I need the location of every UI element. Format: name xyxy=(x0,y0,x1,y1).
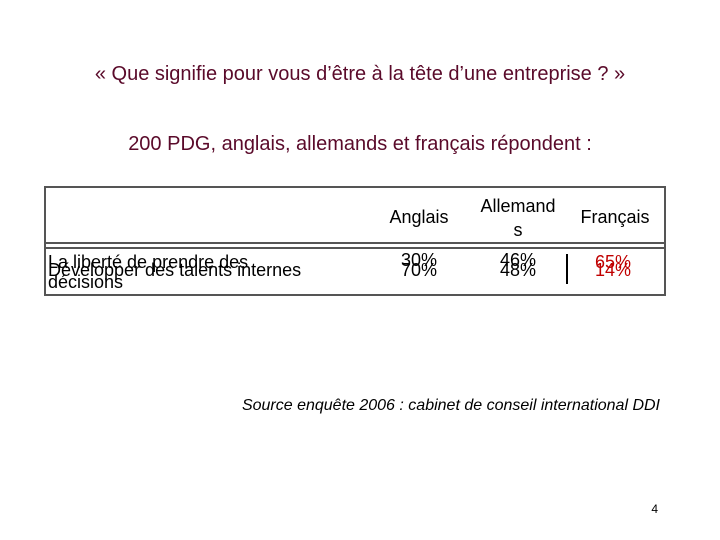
value-francais-talents: 14% xyxy=(594,260,632,280)
table-border-right xyxy=(664,186,666,296)
source-note: Source enquête 2006 : cabinet de conseil… xyxy=(241,397,660,414)
header-anglais: Anglais xyxy=(389,207,449,227)
header-separator-double xyxy=(44,247,666,249)
table-border-bottom xyxy=(44,294,666,296)
header-allemands: Allemands xyxy=(472,194,564,242)
slide-subtitle: 200 PDG, anglais, allemands et français … xyxy=(128,133,592,155)
cell-highlight-bar xyxy=(566,254,568,284)
slide-title: « Que signifie pour vous d’être à la têt… xyxy=(94,63,626,85)
value-anglais-liberte: 30% xyxy=(400,250,438,270)
header-separator xyxy=(44,242,666,244)
value-allemands-liberte: 46% xyxy=(499,250,537,270)
value-allemands-talents: 48% xyxy=(499,260,537,280)
survey-table: Anglais Allemands Français La liberté de… xyxy=(44,186,666,296)
page-number: 4 xyxy=(651,502,658,516)
value-francais-liberte: 65% xyxy=(594,252,632,272)
header-francais: Français xyxy=(580,207,650,227)
table-border-left xyxy=(44,186,46,296)
row-label-liberte: La liberté de prendre des décisions xyxy=(48,252,249,292)
table-border-top xyxy=(44,186,666,188)
value-anglais-talents: 70% xyxy=(400,260,438,280)
row-label-talents: Développer des talents internes xyxy=(48,260,302,280)
header-allemands-text: Allemands xyxy=(480,196,556,240)
